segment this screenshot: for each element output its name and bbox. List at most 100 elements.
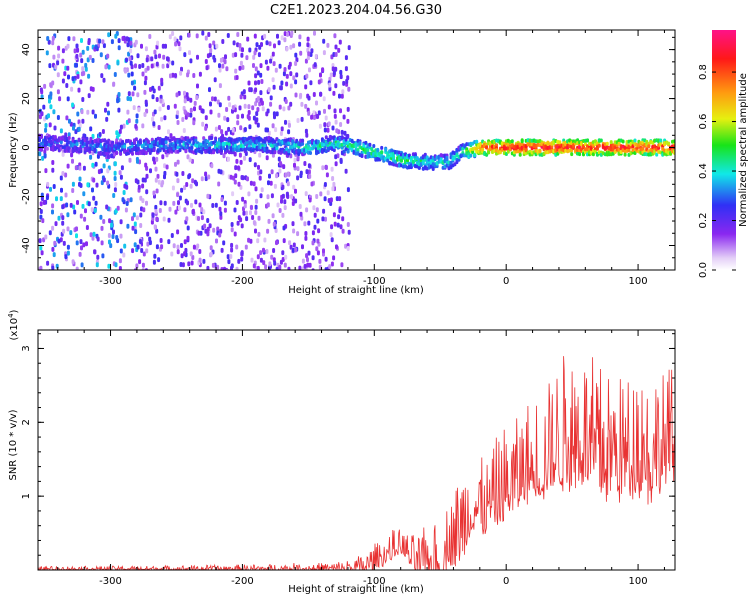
spectrogram-noise-cell bbox=[190, 260, 194, 266]
spectrogram-ridge-cell bbox=[123, 144, 127, 149]
spectrogram-noise-cell bbox=[292, 228, 296, 234]
spectrogram-noise-cell bbox=[161, 180, 165, 185]
spectrogram-noise-cell bbox=[201, 30, 205, 36]
spectrogram-noise-cell bbox=[267, 218, 271, 224]
spectrogram-noise-cell bbox=[114, 262, 118, 268]
spectrogram-noise-cell bbox=[48, 63, 52, 69]
spectrogram-noise-cell bbox=[324, 267, 328, 270]
spectrogram-noise-cell bbox=[322, 50, 326, 56]
spectrogram-noise-cell bbox=[201, 108, 205, 114]
spectrogram-noise-cell bbox=[144, 46, 148, 52]
spectrogram-noise-cell bbox=[71, 181, 75, 187]
spectrogram-noise-cell bbox=[93, 249, 97, 255]
spectrogram-noise-cell bbox=[151, 116, 155, 122]
spectrogram-ridge-cell bbox=[67, 146, 71, 151]
spectrogram-noise-cell bbox=[218, 206, 222, 212]
spectrogram-noise-cell bbox=[296, 231, 300, 237]
spectrogram-noise-cell bbox=[144, 162, 148, 168]
spectrogram-noise-cell bbox=[292, 43, 296, 49]
spectrogram-noise-cell bbox=[87, 93, 91, 99]
spectrogram-noise-cell bbox=[157, 85, 161, 91]
spectrogram-noise-cell bbox=[133, 85, 137, 91]
spectrogram-noise-cell bbox=[299, 50, 303, 56]
spectrogram-noise-cell bbox=[204, 115, 208, 121]
spectrogram-noise-cell bbox=[116, 205, 120, 211]
spectrogram-noise-cell bbox=[235, 266, 239, 270]
spectrogram-noise-cell bbox=[307, 169, 311, 175]
spectrogram-noise-cell bbox=[59, 237, 63, 243]
spectrogram-noise-cell bbox=[344, 55, 348, 61]
spectrogram-noise-cell bbox=[249, 180, 253, 186]
spectrogram-noise-cell bbox=[111, 234, 115, 239]
spectrogram-frame bbox=[37, 29, 676, 271]
spectrogram-noise-cell bbox=[318, 123, 322, 129]
spectrogram-noise-cell bbox=[283, 37, 287, 43]
spectrogram-noise-cell bbox=[117, 45, 121, 51]
spectrogram-noise-cell bbox=[42, 200, 46, 205]
spectrogram-noise-cell bbox=[304, 84, 308, 90]
snr-y-axis-label: SNR (10 * v/v) bbox=[8, 409, 19, 480]
spectrogram-noise-cell bbox=[206, 218, 210, 223]
spectrogram-noise-cell bbox=[113, 161, 117, 167]
spectrogram-noise-cell bbox=[159, 94, 163, 100]
spectrogram-noise-cell bbox=[293, 157, 297, 163]
spectrogram-noise-cell bbox=[70, 86, 74, 92]
spectrogram-noise-cell bbox=[280, 126, 284, 132]
spectrogram-noise-cell bbox=[241, 113, 244, 119]
spectrogram-noise-cell bbox=[150, 63, 154, 69]
snr-multiplier-exponent: 4 bbox=[7, 313, 15, 318]
spectrogram-noise-cell bbox=[176, 249, 180, 255]
spectrogram-noise-cell bbox=[186, 200, 189, 206]
spectrogram-noise-cell bbox=[75, 266, 79, 270]
spectrogram-noise-cell bbox=[49, 104, 53, 110]
spectrogram-noise-cell bbox=[331, 186, 335, 192]
spectrogram-noise-cell bbox=[306, 257, 309, 263]
spectrogram-noise-cell bbox=[108, 218, 112, 224]
spectrogram-noise-cell bbox=[198, 202, 202, 208]
spectrogram-noise-cell bbox=[193, 179, 197, 185]
spectrogram-noise-cell bbox=[149, 87, 152, 92]
spectrogram-ridge-cell bbox=[85, 136, 89, 141]
spectrogram-noise-cell bbox=[130, 80, 134, 86]
spectrogram-noise-cell bbox=[136, 158, 139, 164]
spectrogram-noise-cell bbox=[243, 203, 247, 209]
spectrogram-noise-cell bbox=[276, 33, 279, 39]
spectrogram-noise-cell bbox=[42, 104, 46, 110]
spectrogram-ridge-cell bbox=[358, 141, 362, 146]
spectrogram-noise-cell bbox=[251, 215, 255, 220]
spectrogram-noise-cell bbox=[283, 205, 287, 211]
spectrogram-ridge-cell bbox=[599, 138, 603, 143]
spectrogram-noise-cell bbox=[66, 212, 70, 218]
spectrogram-noise-cell bbox=[158, 208, 162, 213]
spectrogram-noise-cell bbox=[323, 196, 327, 202]
spectrogram-noise-cell bbox=[252, 263, 256, 269]
spectrogram-noise-cell bbox=[62, 240, 66, 246]
spectrogram-noise-cell bbox=[186, 96, 190, 102]
spectrogram-noise-cell bbox=[314, 54, 318, 59]
spectrogram-noise-cell bbox=[240, 256, 244, 262]
spectrogram-noise-cell bbox=[66, 163, 70, 169]
spectrogram-noise-cell bbox=[243, 127, 247, 132]
spectrogram-noise-cell bbox=[234, 68, 238, 74]
spectrogram-noise-cell bbox=[46, 260, 50, 266]
spectrogram-noise-cell bbox=[73, 48, 77, 54]
spectrogram-ridge-cell bbox=[309, 151, 312, 155]
spectrogram-noise-cell bbox=[299, 211, 303, 217]
spectrogram-noise-cell bbox=[326, 127, 330, 133]
spectrogram-noise-cell bbox=[334, 161, 338, 167]
spectrogram-noise-cell bbox=[131, 91, 135, 97]
spectrogram-noise-cell bbox=[237, 181, 241, 187]
snr-series-line bbox=[38, 356, 675, 570]
spectrogram-noise-cell bbox=[196, 243, 200, 249]
spectrogram-noise-cell bbox=[240, 175, 244, 180]
spectrogram-noise-cell bbox=[289, 71, 293, 77]
spectrogram-noise-cell bbox=[316, 238, 320, 244]
spectrogram-noise-cell bbox=[322, 248, 325, 254]
spectrogram-noise-cell bbox=[284, 99, 288, 104]
spectrogram-noise-cell bbox=[177, 200, 180, 206]
spectrogram-noise-cell bbox=[44, 123, 48, 128]
spectrogram-noise-cell bbox=[306, 262, 310, 268]
spectrogram-noise-cell bbox=[61, 215, 65, 221]
spectrogram-noise-cell bbox=[322, 208, 326, 214]
spectrogram-noise-cell bbox=[157, 179, 161, 185]
